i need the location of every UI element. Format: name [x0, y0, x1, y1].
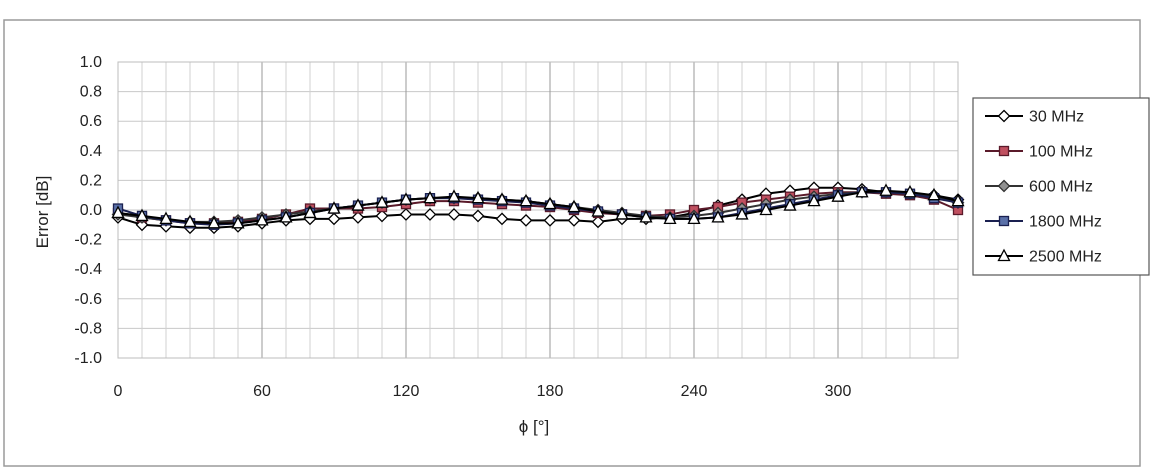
- x-tick-label: 120: [393, 383, 420, 400]
- legend-label: 100 MHz: [1029, 144, 1093, 161]
- data-point: [807, 193, 821, 207]
- data-point: [399, 192, 413, 205]
- data-point: [927, 187, 941, 201]
- x-tick-label: 300: [825, 383, 852, 400]
- y-tick-label: -0.4: [74, 261, 102, 278]
- data-point: [375, 195, 389, 208]
- y-tick-label: -0.8: [74, 320, 102, 337]
- x-tick-label: 240: [681, 383, 708, 400]
- legend-entry: 600 MHz: [985, 179, 1093, 196]
- data-point: [351, 210, 365, 224]
- data-point: [303, 205, 317, 219]
- data-point: [135, 208, 149, 222]
- x-tick-label: 180: [537, 383, 564, 400]
- data-point: [495, 212, 509, 226]
- data-point: [471, 209, 485, 223]
- data-point: [591, 204, 605, 217]
- legend-entry: 30 MHz: [985, 109, 1084, 126]
- y-tick-label: 0.8: [80, 84, 102, 101]
- legend-label: 600 MHz: [1029, 179, 1093, 196]
- series-4: [111, 183, 965, 229]
- data-point: [543, 213, 557, 227]
- legend-entry: 100 MHz: [985, 144, 1093, 161]
- data-point: [207, 215, 221, 229]
- data-point: [399, 208, 413, 221]
- x-tick-labels: 0 60 120 180 240 300: [114, 383, 852, 400]
- data-point: [615, 207, 629, 220]
- data-point: [951, 193, 965, 207]
- data-point: [183, 214, 197, 227]
- y-tick-label: 0.6: [80, 113, 102, 130]
- data-point: [423, 190, 437, 204]
- legend-entry: 2500 MHz: [985, 249, 1102, 266]
- data-point: [423, 208, 437, 221]
- data-point: [471, 190, 485, 204]
- y-tick-label: -1.0: [74, 350, 102, 367]
- data-point: [375, 209, 389, 223]
- data-point: [519, 213, 533, 227]
- data-point: [831, 189, 845, 202]
- y-tick-label: -0.2: [74, 232, 102, 249]
- series-group: [111, 181, 965, 235]
- data-point: [879, 183, 893, 196]
- data-point: [543, 196, 557, 210]
- data-point: [855, 184, 869, 198]
- data-point: [231, 215, 245, 229]
- data-point: [735, 207, 749, 220]
- data-point: [255, 212, 269, 226]
- legend-marker: [997, 179, 1011, 193]
- x-tick-label: 0: [114, 383, 123, 400]
- legend: 30 MHz 100 MHz 600 MHz 1800 MHz 2500 MHz: [972, 97, 1150, 276]
- data-point: [327, 201, 341, 214]
- y-tick-label: -0.6: [74, 291, 102, 308]
- legend-marker: [998, 145, 1010, 157]
- data-point: [111, 205, 125, 219]
- data-point: [591, 215, 605, 229]
- data-point: [279, 209, 293, 223]
- data-point: [519, 193, 533, 207]
- x-axis-label: ϕ [°]: [519, 417, 550, 436]
- legend-label: 30 MHz: [1029, 109, 1084, 126]
- data-point: [567, 199, 581, 213]
- data-point: [663, 211, 677, 225]
- data-point: [759, 202, 773, 216]
- data-point: [447, 189, 461, 202]
- y-tick-label: 0.2: [80, 172, 102, 189]
- legend-marker: [998, 215, 1010, 227]
- legend-marker: [997, 248, 1011, 262]
- data-point: [687, 211, 701, 225]
- y-tick-label: 1.0: [80, 54, 102, 71]
- data-point: [351, 198, 365, 211]
- legend-entry: 1800 MHz: [985, 214, 1102, 231]
- legend-label: 2500 MHz: [1029, 249, 1102, 266]
- legend-label: 1800 MHz: [1029, 214, 1102, 231]
- data-point: [159, 211, 173, 225]
- data-point: [783, 198, 797, 211]
- x-tick-label: 60: [253, 383, 271, 400]
- data-point: [639, 209, 653, 223]
- data-point: [567, 213, 581, 227]
- legend-marker: [997, 109, 1011, 123]
- data-point: [327, 212, 341, 226]
- data-point: [495, 192, 509, 205]
- y-axis-label: Error [dB]: [33, 176, 52, 249]
- y-tick-labels: 1.0 0.8 0.6 0.4 0.2 0.0 -0.2 -0.4 -0.6 -0.8 -1.0: [74, 54, 102, 367]
- data-point: [903, 184, 917, 198]
- data-point: [711, 209, 725, 223]
- y-tick-label: 0.0: [80, 202, 102, 219]
- data-point: [447, 208, 461, 221]
- y-tick-label: 0.4: [80, 143, 102, 160]
